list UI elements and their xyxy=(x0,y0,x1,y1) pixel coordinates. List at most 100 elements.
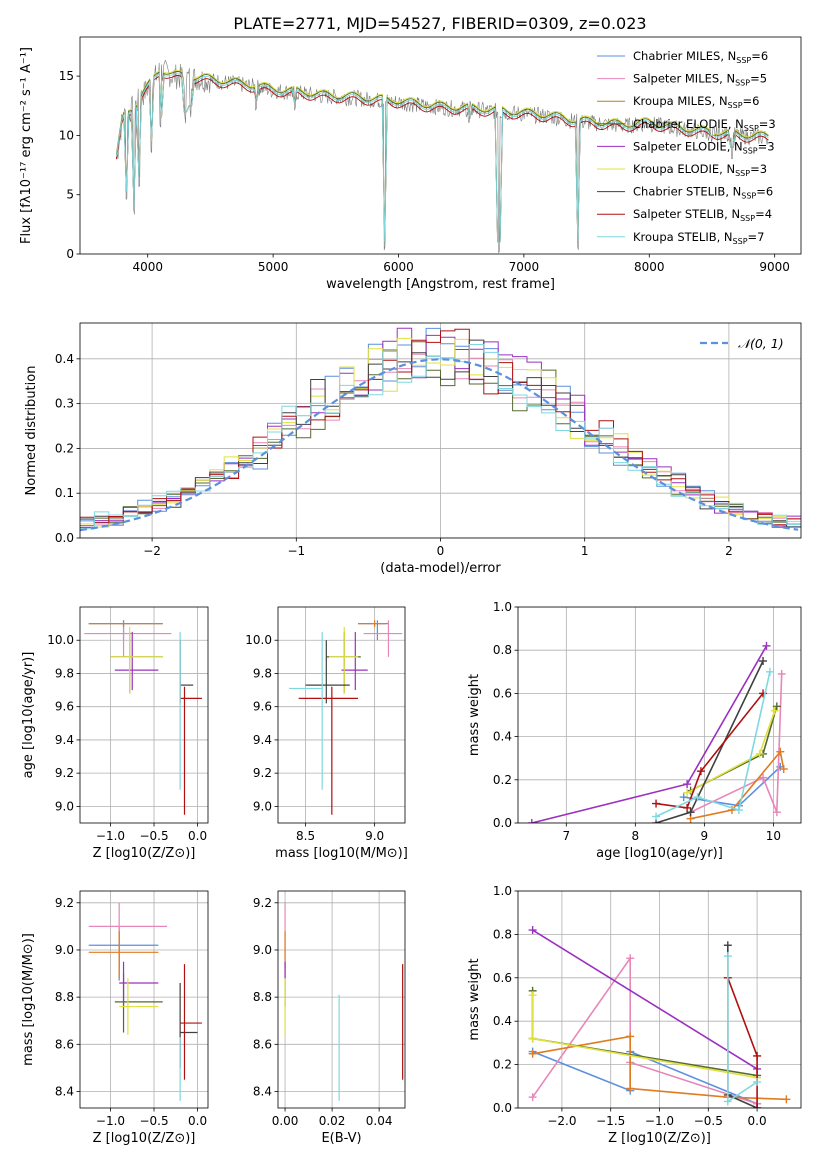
x-tick-label: 0.02 xyxy=(319,1114,346,1128)
x-tick-label: −1.0 xyxy=(96,829,125,843)
weight-line xyxy=(686,710,776,794)
y-tick-label: 9.0 xyxy=(253,943,272,957)
weight-line xyxy=(532,1050,758,1105)
x-tick-label: 1 xyxy=(581,544,589,558)
y-tick-label: 9.0 xyxy=(253,799,272,813)
weight-line xyxy=(727,977,758,1108)
y-tick-label: 9.2 xyxy=(55,896,74,910)
errorbar-point xyxy=(119,961,159,1007)
grid xyxy=(278,891,405,1108)
legend-value: =7 xyxy=(748,230,765,244)
y-tick-label: 9.0 xyxy=(55,943,74,957)
errorbar-point xyxy=(110,626,163,694)
axes-age_vs_mass: 8.5 9.0 9.0 9.2 9.4 9.6 9.8 10.0 mass [log10(M/M… xyxy=(245,606,408,861)
normal-curve xyxy=(80,358,799,532)
grid xyxy=(80,891,208,1108)
y-tick-label: 9.6 xyxy=(253,700,272,714)
axes-frame xyxy=(277,890,406,1109)
x-axis-label: E(B-V) xyxy=(321,1131,361,1146)
histogram-step-kroupa-stelib xyxy=(80,344,801,530)
grid xyxy=(518,607,801,823)
axes-frame xyxy=(517,606,802,824)
spectrum-legend: Chabrier MILES, NSSP=6 Salpeter MILES, NS… xyxy=(597,49,776,246)
x-tick-label: −1.5 xyxy=(596,1114,625,1128)
y-tick-label: 0.0 xyxy=(493,1101,512,1115)
legend-label: Chabrier STELIB, NSSP=6 xyxy=(633,185,773,201)
axes-frame xyxy=(79,890,209,1109)
legend-label: 𝒩(0, 1) xyxy=(738,336,784,351)
x-tick-label: 9.0 xyxy=(365,829,384,843)
legend-label: Kroupa STELIB, NSSP=7 xyxy=(633,230,764,246)
weight-line xyxy=(690,673,783,813)
grid xyxy=(80,323,801,538)
figure-title: PLATE=2771, MJD=54527, FIBERID=0309, z=0… xyxy=(233,14,646,33)
y-tick-label: 8.4 xyxy=(253,1084,272,1098)
x-axis-label: Z [log10(Z/Z⊙)] xyxy=(93,1131,196,1146)
x-axis-label: (data-model)/error xyxy=(380,561,501,576)
x-tick-label: 8000 xyxy=(634,260,665,274)
y-tick-label: 0.6 xyxy=(493,686,512,700)
x-tick-label: 6000 xyxy=(383,260,414,274)
y-tick-label: 9.2 xyxy=(253,896,272,910)
weight-marker xyxy=(693,793,702,802)
plot-area xyxy=(284,902,404,1101)
axes-frame xyxy=(79,606,209,824)
weight-marker xyxy=(528,1049,537,1058)
y-tick-label: 0.2 xyxy=(493,1058,512,1072)
plot-area xyxy=(84,620,202,815)
weight-marker xyxy=(753,1051,762,1060)
weight-marker xyxy=(528,1093,537,1102)
y-tick-label: 9.4 xyxy=(55,733,74,747)
y-tick-label: 9.2 xyxy=(55,766,74,780)
axes-mass_vs_Z: −1.0 −0.5 0.0 8.4 8.6 8.8 9.0 9.2 Z [log10(Z/Z⊙)… xyxy=(21,890,209,1146)
y-tick-label: 10.0 xyxy=(245,633,272,647)
grid xyxy=(80,607,208,823)
y-tick-label: 9.2 xyxy=(253,766,272,780)
weight-marker xyxy=(626,1032,635,1041)
grid xyxy=(278,607,405,823)
errorbar-point xyxy=(305,640,350,704)
x-tick-label: −0.5 xyxy=(139,829,168,843)
errorbar-point xyxy=(298,686,359,815)
weight-marker xyxy=(779,765,788,773)
weight-marker xyxy=(759,657,768,665)
legend-subscript: SSP xyxy=(744,124,759,133)
x-tick-label: 0.0 xyxy=(188,829,207,843)
y-axis-label: mass [log10(M/M⊙)] xyxy=(21,933,36,1066)
x-tick-label: −0.5 xyxy=(139,1114,168,1128)
x-tick-label: 5000 xyxy=(258,260,289,274)
errorbar-point xyxy=(88,931,159,979)
weight-marker xyxy=(772,808,781,817)
x-axis-label: Z [log10(Z/Z⊙)] xyxy=(93,846,196,861)
y-tick-label: 0.6 xyxy=(493,971,512,985)
weight-marker xyxy=(696,767,705,776)
errorbar-point xyxy=(363,620,403,657)
y-tick-label: 8.8 xyxy=(55,990,74,1004)
errorbar-point xyxy=(88,620,163,627)
x-axis-label: age [log10(age/yr)] xyxy=(596,846,723,861)
y-axis-label: age [log10(age/yr)] xyxy=(21,652,36,779)
weight-line xyxy=(727,945,758,1108)
errorbar-point xyxy=(179,982,198,1068)
weight-marker xyxy=(528,926,537,935)
x-tick-label: 7 xyxy=(562,829,570,843)
legend-subscript: SSP xyxy=(733,237,748,246)
weight-marker xyxy=(782,1095,791,1104)
y-tick-label: 0.2 xyxy=(55,441,74,455)
x-tick-label: 8.5 xyxy=(296,829,315,843)
y-tick-label: 1.0 xyxy=(493,600,512,614)
x-tick-label: 4000 xyxy=(132,260,163,274)
weight-marker xyxy=(652,799,661,808)
y-tick-label: 10 xyxy=(59,128,74,142)
legend-label: Kroupa ELODIE, NSSP=3 xyxy=(633,162,767,178)
weight-marker xyxy=(528,1034,537,1043)
weight-marker xyxy=(753,1104,762,1108)
spectrum-model-line xyxy=(115,70,769,243)
errorbar-point xyxy=(119,978,159,1035)
x-tick-label: 0.04 xyxy=(366,1114,393,1128)
y-tick-label: 0.4 xyxy=(493,1014,512,1028)
errorbar-point xyxy=(179,640,194,704)
x-axis-label: mass [log10(M/M⊙)] xyxy=(275,846,408,861)
legend-label: Salpeter STELIB, NSSP=4 xyxy=(633,207,772,223)
legend-value: =6 xyxy=(756,185,773,199)
